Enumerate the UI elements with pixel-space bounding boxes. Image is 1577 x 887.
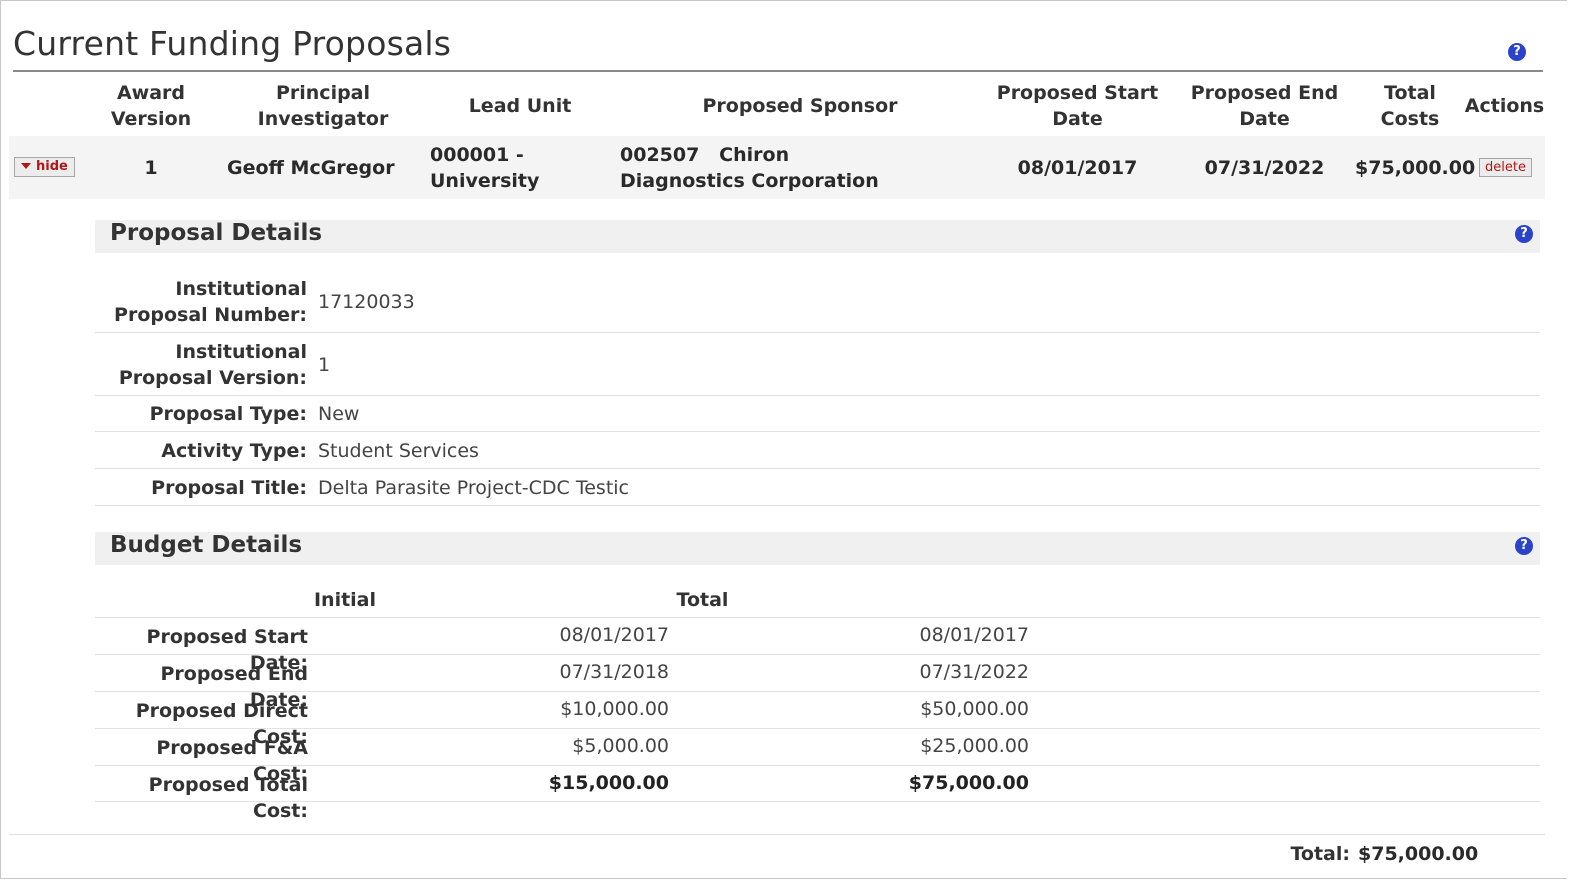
page-title: Current Funding Proposals [13, 24, 452, 63]
header-actions: Actions [1464, 95, 1545, 117]
budget-total-value: 08/01/2017 [919, 624, 1029, 646]
cell-start-date: 08/01/2017 [1017, 157, 1138, 179]
budget-row-label: Proposed F&A Cost: [156, 737, 308, 785]
row-divider [95, 395, 1540, 396]
budget-total-value: 07/31/2022 [919, 661, 1029, 683]
budget-initial-value: $5,000.00 [572, 735, 669, 757]
cell-award-version: 1 [144, 157, 158, 179]
row-divider [95, 801, 1540, 802]
title-divider [13, 70, 1543, 72]
budget-total-value: $50,000.00 [920, 698, 1029, 720]
budget-row-label: Proposed Direct Cost: [135, 700, 308, 748]
row-divider [95, 617, 1540, 618]
hide-label: hide [36, 159, 68, 174]
budget-col-initial: Initial [313, 589, 377, 611]
grand-total-value: $75,000.00 [1358, 843, 1479, 865]
header-proposed-sponsor: Proposed Sponsor [702, 95, 898, 117]
budget-details-header [95, 532, 1540, 565]
budget-col-total: Total [676, 589, 729, 611]
help-icon[interactable]: ? [1508, 43, 1526, 61]
field-value: Delta Parasite Project-CDC Testic [318, 477, 629, 499]
grand-total-label: Total: [1290, 843, 1350, 865]
budget-details-title: Budget Details [110, 532, 303, 558]
proposal-details-title: Proposal Details [110, 220, 323, 246]
row-divider [95, 654, 1540, 655]
row-divider [95, 765, 1540, 766]
field-label: Proposal Title: [151, 477, 307, 499]
cell-proposed-sponsor: 002507 Chiron Diagnostics Corporation [620, 144, 879, 192]
cell-principal-investigator: Geoff McGregor [227, 157, 395, 179]
header-total-costs: Total Costs [1380, 82, 1440, 130]
delete-button[interactable]: delete [1479, 158, 1532, 177]
row-divider [95, 431, 1540, 432]
budget-initial-value: 08/01/2017 [559, 624, 669, 646]
table-row [9, 136, 1545, 199]
field-value: 1 [318, 354, 331, 376]
header-principal-investigator: Principal Investigator [257, 82, 389, 130]
cell-end-date: 07/31/2022 [1204, 157, 1325, 179]
field-value: Student Services [318, 440, 479, 462]
header-proposed-end-date: Proposed End Date [1190, 82, 1339, 130]
field-label: Institutional Proposal Number: [114, 278, 307, 326]
budget-row-label: Proposed End Date: [160, 663, 308, 711]
row-divider [95, 728, 1540, 729]
budget-row-label: Proposed Total Cost: [148, 774, 308, 822]
row-divider [95, 332, 1540, 333]
triangle-down-icon [21, 163, 31, 169]
hide-toggle-button[interactable]: hide [14, 157, 75, 177]
header-proposed-start-date: Proposed Start Date [996, 82, 1159, 130]
cell-lead-unit: 000001 - University [430, 144, 540, 192]
budget-initial-value: 07/31/2018 [559, 661, 669, 683]
budget-initial-value: $15,000.00 [548, 772, 669, 794]
budget-initial-value: $10,000.00 [560, 698, 669, 720]
budget-total-value: $75,000.00 [908, 772, 1029, 794]
header-award-version: Award Version [110, 82, 192, 130]
cell-total-costs: $75,000.00 [1355, 157, 1476, 179]
field-label: Proposal Type: [149, 403, 307, 425]
row-divider [95, 505, 1540, 506]
proposal-details-header [95, 220, 1540, 253]
field-value: 17120033 [318, 291, 415, 313]
help-icon[interactable]: ? [1515, 537, 1533, 555]
field-value: New [318, 403, 360, 425]
row-divider [95, 691, 1540, 692]
field-label: Activity Type: [161, 440, 307, 462]
field-label: Institutional Proposal Version: [118, 341, 307, 389]
header-lead-unit: Lead Unit [468, 95, 572, 117]
help-icon[interactable]: ? [1515, 225, 1533, 243]
row-divider [95, 468, 1540, 469]
budget-row-label: Proposed Start Date: [146, 626, 308, 674]
footer-divider [9, 834, 1545, 835]
budget-total-value: $25,000.00 [920, 735, 1029, 757]
